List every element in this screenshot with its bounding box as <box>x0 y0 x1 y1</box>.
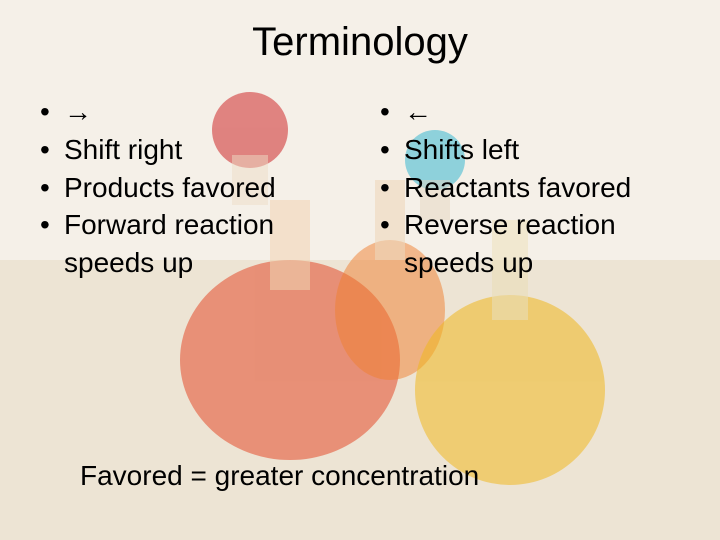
left-column: → Shift right Products favored Forward r… <box>40 93 340 282</box>
left-item-0: → <box>40 93 340 131</box>
right-item-3: Reverse reaction speeds up <box>380 206 680 282</box>
left-item-3: Forward reaction speeds up <box>40 206 340 282</box>
left-item-1: Shift right <box>40 131 340 169</box>
right-item-0: ← <box>380 93 680 131</box>
right-column: ← Shifts left Reactants favored Reverse … <box>380 93 680 282</box>
right-item-1: Shifts left <box>380 131 680 169</box>
left-item-2: Products favored <box>40 169 340 207</box>
two-column-layout: → Shift right Products favored Forward r… <box>40 93 680 282</box>
slide-title: Terminology <box>40 20 680 65</box>
right-item-2: Reactants favored <box>380 169 680 207</box>
left-bullet-list: → Shift right Products favored Forward r… <box>40 93 340 282</box>
slide-content: Terminology → Shift right Products favor… <box>0 0 720 540</box>
footer-note: Favored = greater concentration <box>80 460 479 492</box>
right-bullet-list: ← Shifts left Reactants favored Reverse … <box>380 93 680 282</box>
